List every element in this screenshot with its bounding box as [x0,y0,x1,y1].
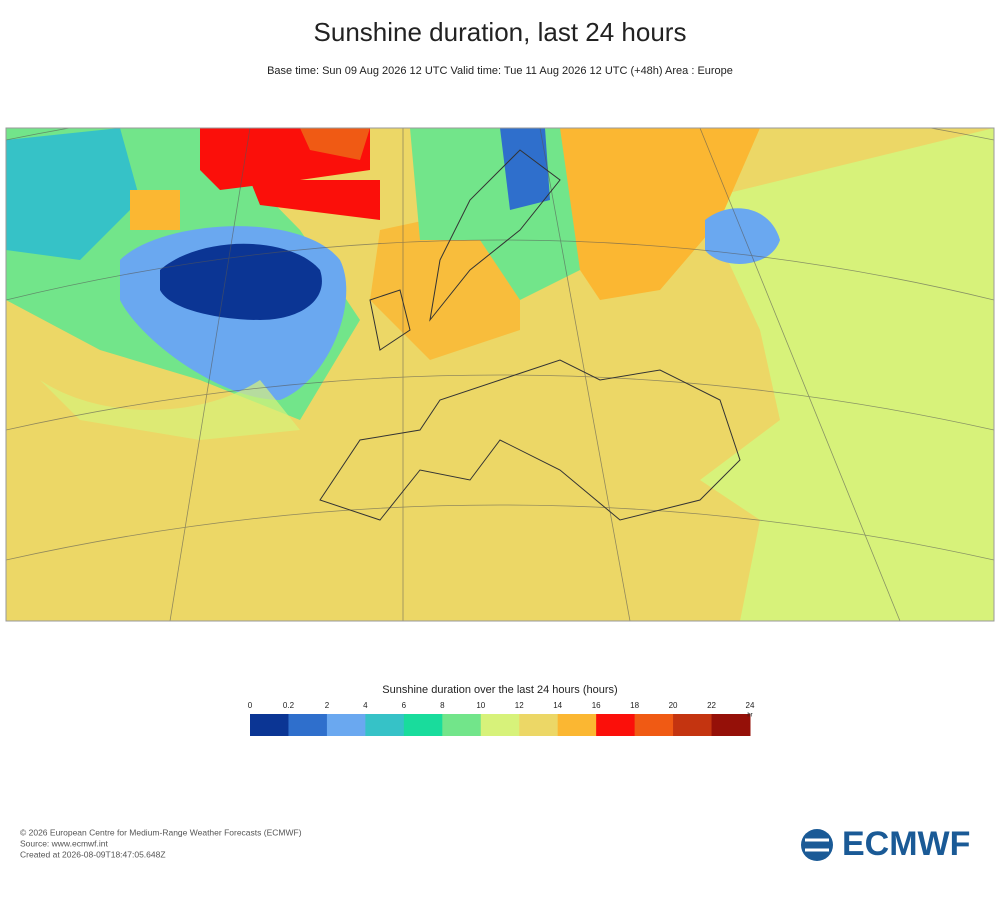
legend-tick-label: 2 [325,701,330,710]
legend-swatch [288,714,328,736]
footer: © 2026 European Centre for Medium-Range … [20,827,302,859]
map [5,127,995,622]
legend-swatch [596,714,636,736]
logo-text: ECMWF [842,825,970,863]
footer-line: Created at 2026-08-09T18:47:05.648Z [20,849,166,859]
legend-swatch [519,714,559,736]
footer-line: © 2026 European Centre for Medium-Range … [20,827,302,837]
legend-tick-label: 4 [363,701,368,710]
legend-title: Sunshine duration over the last 24 hours… [382,684,617,696]
legend-tick-label: 20 [669,701,678,710]
legend-tick-label: 16 [592,701,601,710]
legend-tick-label: 18 [630,701,639,710]
legend-swatch [326,714,366,736]
legend-swatch [250,714,289,736]
logo: ECMWF [801,825,970,863]
legend-swatch [442,714,482,736]
legend-tick-label: 24 [746,701,755,710]
legend-swatch [673,714,713,736]
legend-swatch [403,714,443,736]
legend-tick-label: 22 [707,701,716,710]
subtitle: Base time: Sun 09 Aug 2026 12 UTC Valid … [267,65,733,77]
legend-swatch [634,714,674,736]
footer-line: Source: www.ecmwf.int [20,838,108,848]
legend-tick-label: 8 [440,701,445,710]
legend-tick-label: 0.2 [283,701,295,710]
title: Sunshine duration, last 24 hours [314,17,687,47]
legend-tick-label: 12 [515,701,524,710]
legend-tick-label: 14 [553,701,562,710]
legend-unit: hr [747,713,752,719]
legend-swatch [365,714,405,736]
legend-tick-label: 0 [248,701,253,710]
legend-swatch [711,714,751,736]
legend-tick-label: 10 [476,701,485,710]
legend-swatch [557,714,597,736]
legend-tick-label: 6 [402,701,407,710]
legend-swatch [480,714,520,736]
